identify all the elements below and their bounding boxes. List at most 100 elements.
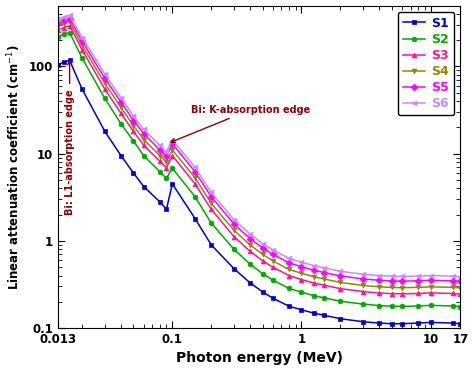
S5 xyxy=(67,16,73,21)
S4 xyxy=(260,252,265,257)
S4 xyxy=(399,286,405,290)
S4 xyxy=(192,175,198,180)
S5 xyxy=(450,279,456,283)
S2 xyxy=(61,32,67,36)
S6 xyxy=(286,256,292,260)
S6 xyxy=(231,217,237,222)
S4 xyxy=(61,22,67,26)
S4 xyxy=(118,105,124,109)
S4 xyxy=(321,277,327,281)
S5 xyxy=(260,246,265,250)
S3 xyxy=(67,23,73,28)
S1 xyxy=(270,296,276,301)
S4 xyxy=(209,201,214,206)
S6 xyxy=(457,275,463,279)
S5 xyxy=(209,194,214,199)
S5 xyxy=(360,277,366,281)
S5 xyxy=(415,279,421,283)
S4 xyxy=(286,267,292,272)
S3 xyxy=(428,290,433,295)
S5 xyxy=(102,76,108,81)
S6 xyxy=(415,274,421,278)
S1 xyxy=(247,280,253,285)
S5 xyxy=(170,141,175,146)
S2 xyxy=(79,56,85,60)
S4 xyxy=(67,20,73,24)
S5 xyxy=(337,274,343,278)
S3 xyxy=(102,87,108,91)
Text: Bi: K-absorption edge: Bi: K-absorption edge xyxy=(171,105,310,142)
S2 xyxy=(131,139,137,143)
S4 xyxy=(270,259,276,263)
S6 xyxy=(299,260,304,265)
S2 xyxy=(376,303,382,308)
S6 xyxy=(157,143,163,147)
S1 xyxy=(360,319,366,324)
S1 xyxy=(337,316,343,321)
S2 xyxy=(67,30,73,35)
S5 xyxy=(270,252,276,257)
S2 xyxy=(428,303,433,308)
S2 xyxy=(164,176,169,181)
S4 xyxy=(389,285,394,290)
S5 xyxy=(399,279,405,283)
Line: S1: S1 xyxy=(55,58,463,326)
S1 xyxy=(157,200,163,204)
S2 xyxy=(231,247,237,252)
S2 xyxy=(247,262,253,266)
S4 xyxy=(247,243,253,247)
S5 xyxy=(79,39,85,43)
S6 xyxy=(61,15,67,19)
S4 xyxy=(360,283,366,288)
S4 xyxy=(157,153,163,158)
S2 xyxy=(457,304,463,309)
S4 xyxy=(231,228,237,233)
S4 xyxy=(450,285,456,289)
S6 xyxy=(376,273,382,278)
Line: S2: S2 xyxy=(55,30,463,309)
S3 xyxy=(231,234,237,239)
S2 xyxy=(55,35,61,39)
S1 xyxy=(118,153,124,158)
S3 xyxy=(118,111,124,116)
S6 xyxy=(260,242,265,246)
S2 xyxy=(141,153,146,158)
S3 xyxy=(321,283,327,288)
S3 xyxy=(247,249,253,253)
S5 xyxy=(192,170,198,174)
S5 xyxy=(61,18,67,22)
S1 xyxy=(141,184,146,189)
S6 xyxy=(102,72,108,76)
S6 xyxy=(337,269,343,273)
S2 xyxy=(337,299,343,303)
S2 xyxy=(360,302,366,306)
S4 xyxy=(428,285,433,289)
S4 xyxy=(376,285,382,289)
S3 xyxy=(141,143,146,147)
S5 xyxy=(131,118,137,123)
S3 xyxy=(311,281,317,285)
S3 xyxy=(55,27,61,32)
S2 xyxy=(270,278,276,282)
S2 xyxy=(321,296,327,300)
S3 xyxy=(209,207,214,211)
S1 xyxy=(399,322,405,326)
S3 xyxy=(270,265,276,269)
S3 xyxy=(299,277,304,282)
S3 xyxy=(192,182,198,186)
S1 xyxy=(321,313,327,318)
S3 xyxy=(376,291,382,295)
S4 xyxy=(141,137,146,142)
S1 xyxy=(415,321,421,325)
S6 xyxy=(428,273,433,278)
S5 xyxy=(321,270,327,275)
S3 xyxy=(337,286,343,291)
Line: S5: S5 xyxy=(55,16,463,284)
S2 xyxy=(209,221,214,225)
S4 xyxy=(457,286,463,290)
S1 xyxy=(311,311,317,315)
S5 xyxy=(457,279,463,284)
S5 xyxy=(164,154,169,159)
S3 xyxy=(79,47,85,52)
S5 xyxy=(157,148,163,152)
